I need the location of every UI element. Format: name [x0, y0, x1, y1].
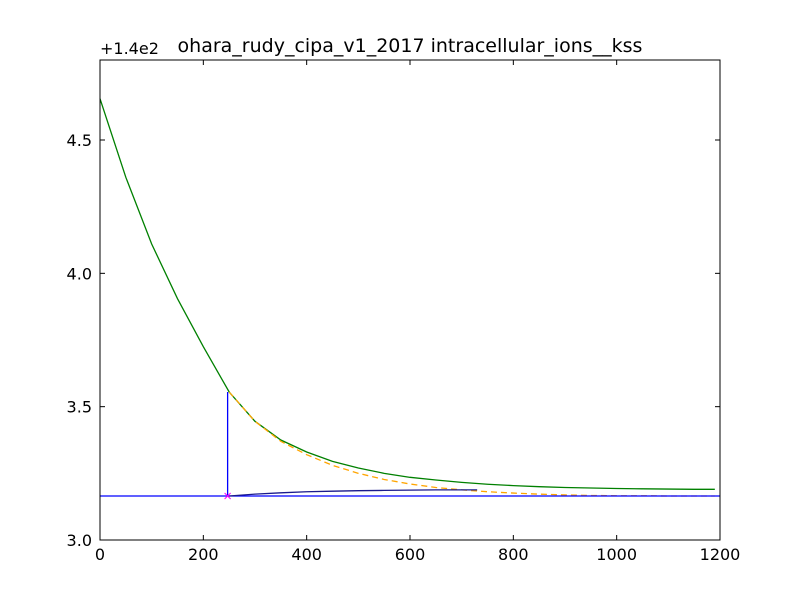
series-dark-blue-rise [229, 489, 478, 497]
y-offset-label: +1.4e2 [100, 39, 159, 58]
x-tick-label: 1000 [596, 545, 637, 564]
y-tick-label: 3.5 [67, 398, 92, 417]
plot-area [99, 98, 720, 500]
y-tick-label: 3.0 [67, 531, 92, 550]
x-tick-label: 1200 [700, 545, 741, 564]
x-tick-label: 600 [395, 545, 426, 564]
x-tick-label: 0 [95, 545, 105, 564]
cross-marker [224, 492, 231, 500]
series-green-trajectory [99, 98, 715, 490]
plot-frame [99, 59, 721, 541]
x-tick-label: 800 [498, 545, 529, 564]
y-tick-label: 4.5 [67, 131, 92, 150]
x-tick-label: 400 [291, 545, 322, 564]
x-tick-label: 200 [188, 545, 219, 564]
axis-ticks: 0 200 400 600 800 1000 1200 3.0 3.5 4.0 4.5 [67, 60, 741, 564]
y-tick-label: 4.0 [67, 264, 92, 283]
series-orange-dashed-extrapolation [228, 391, 715, 497]
chart-title: ohara_rudy_cipa_v1_2017 intracellular_io… [178, 35, 643, 57]
